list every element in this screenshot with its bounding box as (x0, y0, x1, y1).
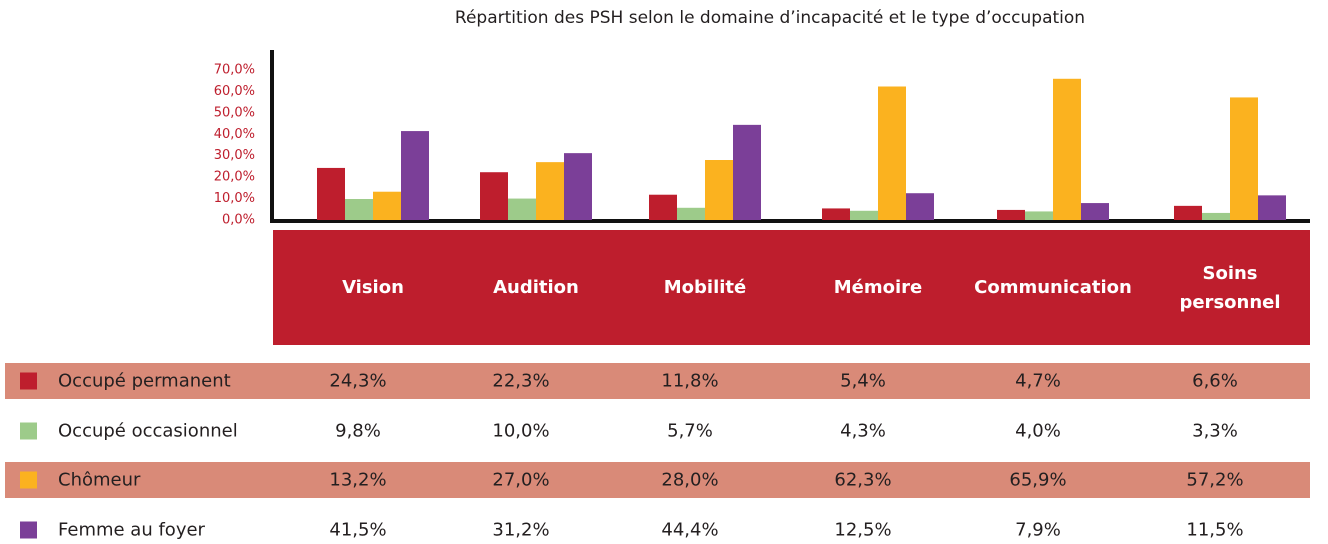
row-background (5, 462, 1310, 498)
bar (677, 207, 705, 220)
category-label: Communication (974, 277, 1132, 298)
value-label: 10,0% (492, 420, 550, 442)
value-label: 11,8% (661, 370, 719, 392)
value-label: 3,3% (1192, 420, 1238, 442)
y-tick-label: 0,0% (222, 213, 255, 228)
y-tick-label: 50,0% (214, 105, 255, 120)
value-label: 12,5% (834, 519, 892, 541)
value-label: 22,3% (492, 370, 550, 392)
value-label: 9,8% (335, 420, 381, 442)
legend-label: Occupé permanent (58, 370, 231, 392)
bar (1053, 78, 1081, 221)
value-label: 4,0% (1015, 420, 1061, 442)
value-label: 65,9% (1009, 469, 1067, 491)
bar (649, 194, 677, 220)
value-label: 7,9% (1015, 519, 1061, 541)
value-label: 5,4% (840, 370, 886, 392)
legend-label: Chômeur (58, 469, 141, 491)
y-tick-label: 60,0% (214, 84, 255, 99)
bar (373, 191, 401, 220)
bar (1258, 195, 1286, 220)
bar (508, 198, 536, 220)
category-label: Audition (493, 277, 579, 298)
bar (850, 210, 878, 220)
y-tick-label: 40,0% (214, 127, 255, 142)
bar (906, 193, 934, 220)
value-label: 4,7% (1015, 370, 1061, 392)
bar (822, 208, 850, 220)
y-tick-label: 10,0% (214, 191, 255, 206)
value-label: 11,5% (1186, 519, 1244, 541)
bar (705, 160, 733, 220)
value-label: 62,3% (834, 469, 892, 491)
value-label: 27,0% (492, 469, 550, 491)
value-label: 24,3% (329, 370, 387, 392)
legend-swatch (20, 471, 37, 489)
legend-swatch (20, 521, 37, 539)
category-label: Soins personnel (1179, 262, 1281, 313)
bar (1174, 205, 1202, 220)
bar (1230, 97, 1258, 220)
legend-label: Femme au foyer (58, 519, 205, 541)
bar (536, 162, 564, 220)
bar (317, 167, 345, 220)
y-tick-label: 30,0% (214, 148, 255, 163)
bar (564, 153, 592, 220)
row-background (5, 363, 1310, 399)
value-label: 13,2% (329, 469, 387, 491)
y-tick-label: 70,0% (214, 63, 255, 78)
y-tick-label: 20,0% (214, 170, 255, 185)
category-label: Vision (342, 277, 404, 298)
bar (1202, 212, 1230, 220)
value-label: 44,4% (661, 519, 719, 541)
value-label: 41,5% (329, 519, 387, 541)
bar (401, 131, 429, 220)
bar (997, 209, 1025, 220)
bar (1081, 203, 1109, 220)
legend-swatch (20, 372, 37, 390)
bar (1025, 211, 1053, 220)
category-label: Mobilité (663, 277, 747, 298)
bar (480, 172, 508, 220)
legend-swatch (20, 422, 37, 440)
value-label: 31,2% (492, 519, 550, 541)
value-label: 28,0% (661, 469, 719, 491)
category-label: Mémoire (833, 277, 923, 298)
value-label: 5,7% (667, 420, 713, 442)
bar (345, 199, 373, 220)
bar (878, 86, 906, 220)
chart-title: Répartition des PSH selon le domaine d’i… (455, 8, 1085, 28)
header-band (273, 230, 1310, 345)
bar (733, 124, 761, 220)
legend-label: Occupé occasionnel (58, 420, 238, 442)
value-label: 4,3% (840, 420, 886, 442)
value-label: 6,6% (1192, 370, 1238, 392)
value-label: 57,2% (1186, 469, 1244, 491)
